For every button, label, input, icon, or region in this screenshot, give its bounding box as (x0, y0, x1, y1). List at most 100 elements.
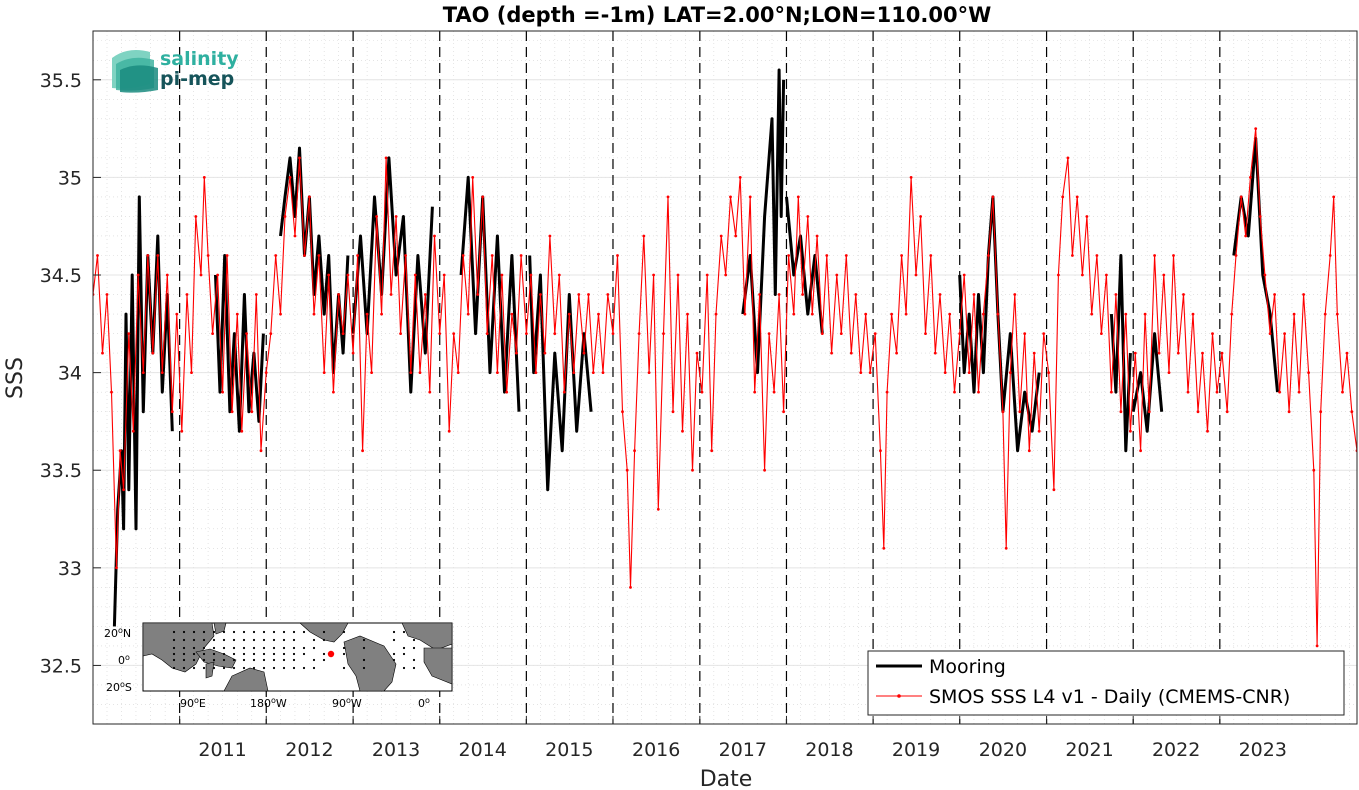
inset-mooring-dot (202, 652, 206, 656)
series-point-smos (250, 410, 254, 414)
series-point-smos (1139, 449, 1142, 453)
series-point-smos (772, 390, 776, 394)
inset-mooring-dot (202, 646, 206, 650)
series-point-smos (629, 586, 632, 589)
inset-mooring-dot (272, 652, 276, 656)
inset-mooring-dot (202, 638, 206, 642)
series-point-smos (652, 273, 655, 277)
series-point-smos (1133, 351, 1137, 355)
series-point-smos (948, 312, 952, 316)
legend-label-smos: SMOS SSS L4 v1 - Daily (CMEMS-CNR) (929, 686, 1290, 708)
inset-mooring-dot (252, 646, 256, 650)
series-point-smos (782, 410, 785, 414)
inset-mooring-dot (172, 638, 176, 642)
series-point-smos (914, 273, 918, 277)
series-point-smos (519, 254, 523, 257)
series-point-smos (461, 254, 465, 257)
series-point-smos (611, 332, 615, 335)
inset-mooring-dot (302, 646, 306, 650)
inset-selected-station-marker (327, 650, 335, 658)
inset-mooring-dot (282, 638, 286, 642)
series-point-smos (1287, 410, 1291, 414)
inset-mooring-dot (242, 630, 246, 634)
series-point-smos (972, 293, 976, 296)
series-point-smos (476, 293, 480, 296)
inset-mooring-dot (402, 652, 406, 656)
series-point-smos (1302, 293, 1305, 296)
series-point-smos (293, 234, 297, 238)
series-point-smos (428, 390, 432, 394)
x-tick-label: 2011 (198, 739, 246, 761)
inset-mooring-dot (362, 638, 366, 642)
x-axis-label: Date (700, 767, 753, 790)
series-point-smos (1124, 312, 1128, 316)
series-point-smos (849, 351, 853, 355)
series-point-smos (1037, 429, 1041, 433)
series-point-smos (543, 351, 547, 355)
series-point-smos (356, 254, 359, 257)
series-point-smos (868, 371, 872, 374)
legend-box (867, 650, 1345, 716)
series-point-smos (753, 390, 757, 394)
series-point-smos (332, 390, 335, 394)
inset-mooring-dot (182, 630, 186, 634)
series-point-smos (1066, 156, 1070, 160)
legend-marker-smos (897, 694, 901, 698)
inset-mooring-dot (282, 652, 286, 656)
inset-mooring-dot (272, 658, 276, 662)
x-tick-label: 2020 (979, 739, 1027, 761)
series-point-smos (303, 254, 306, 257)
series-point-smos (1147, 410, 1151, 414)
x-tick-label: 2021 (1065, 739, 1113, 761)
inset-mooring-dot (342, 652, 346, 656)
series-point-smos (1249, 176, 1252, 179)
series-point-smos (1186, 390, 1190, 394)
series-point-smos (616, 254, 619, 257)
inset-mooring-dot (262, 666, 266, 670)
x-tick-label: 2023 (1239, 739, 1287, 761)
series-point-smos (404, 254, 407, 257)
inset-mooring-dot (172, 630, 176, 634)
series-point-smos (1215, 390, 1219, 394)
series-point-smos (1057, 273, 1060, 277)
inset-mooring-dot (272, 666, 276, 670)
series-point-smos (1114, 293, 1118, 296)
series-point-smos (105, 293, 109, 296)
inset-mooring-dot (202, 630, 206, 634)
inset-mooring-dot (282, 658, 286, 662)
series-point-smos (601, 371, 605, 374)
series-point-smos (844, 254, 848, 257)
inset-lon-label-0: 0o (418, 696, 430, 711)
inset-mooring-dot (242, 646, 246, 650)
series-point-smos (1345, 351, 1349, 355)
series-point-smos (815, 234, 819, 238)
series-point-smos (553, 332, 557, 335)
inset-mooring-dot (362, 658, 366, 662)
inset-mooring-dot (182, 658, 186, 662)
series-point-smos (642, 234, 646, 238)
inset-mooring-dot (242, 658, 246, 662)
inset-mooring-dot (262, 652, 266, 656)
inset-mooring-dot (322, 638, 326, 642)
series-point-smos (202, 176, 206, 179)
series-point-smos (471, 176, 475, 179)
series-point-smos (647, 371, 651, 374)
series-point-smos (510, 312, 514, 316)
inset-mooring-dot (342, 630, 346, 634)
inset-mooring-dot (232, 658, 236, 662)
series-point-smos (264, 371, 268, 374)
y-tick-label: 35 (58, 167, 82, 189)
series-point-smos (1100, 332, 1103, 335)
inset-mooring-dot (302, 652, 306, 656)
series-point-smos (370, 371, 373, 374)
series-point-smos (987, 254, 990, 257)
series-point-smos (288, 176, 292, 179)
series-point-smos (671, 410, 675, 414)
inset-mooring-dot (262, 646, 266, 650)
series-point-smos (1157, 351, 1161, 355)
series-point-smos (1085, 215, 1089, 218)
series-point-smos (341, 332, 345, 335)
series-point-smos (1328, 254, 1332, 257)
inset-mooring-dot (232, 630, 236, 634)
series-point-smos (1075, 195, 1079, 199)
